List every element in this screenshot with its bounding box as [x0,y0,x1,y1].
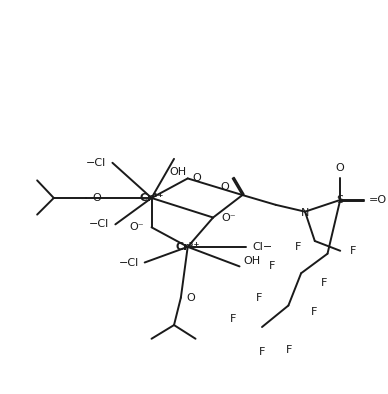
Text: F: F [286,345,292,355]
Text: O: O [187,293,196,303]
Text: F: F [230,314,237,324]
Text: OH: OH [243,256,261,266]
Text: N: N [301,208,309,217]
Text: O⁻: O⁻ [129,222,144,232]
Text: F: F [311,307,317,317]
Text: O: O [220,182,229,192]
Text: Cr³⁺: Cr³⁺ [175,242,200,252]
Text: O: O [92,193,100,203]
Text: −Cl: −Cl [89,219,109,229]
Text: OH: OH [170,167,187,177]
Text: −Cl: −Cl [119,258,139,268]
Text: O: O [192,173,201,184]
Text: F: F [256,293,262,303]
Text: F: F [259,347,265,357]
Text: Cl−: Cl− [252,242,272,252]
Text: O⁻: O⁻ [221,212,236,223]
Text: F: F [350,246,356,256]
Text: F: F [295,242,301,252]
Text: F: F [320,278,327,288]
Text: S: S [337,195,344,205]
Text: F: F [269,261,276,271]
Text: −Cl: −Cl [86,158,107,168]
Text: =O: =O [369,195,387,205]
Text: Cr³⁺: Cr³⁺ [139,193,164,203]
Text: O: O [336,163,345,173]
